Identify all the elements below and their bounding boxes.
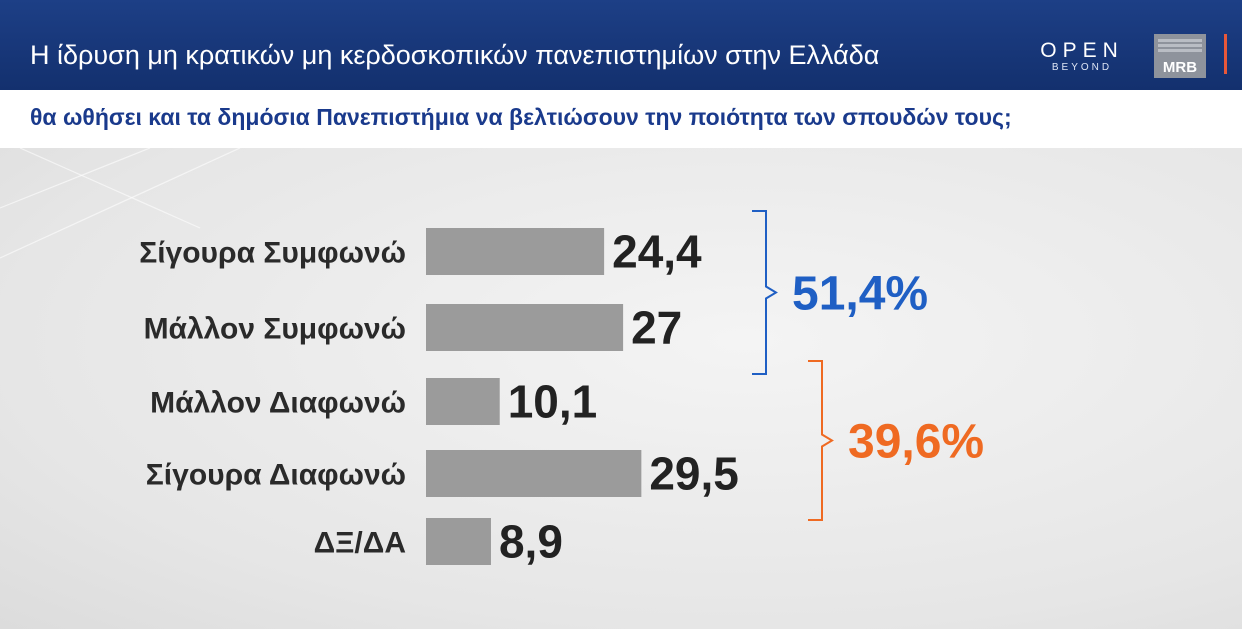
page-title: Η ίδρυση μη κρατικών μη κερδοσκοπικών πα… bbox=[30, 40, 880, 70]
bar bbox=[426, 450, 642, 497]
category-label: Σίγουρα Διαφωνώ bbox=[146, 459, 406, 492]
bar-chart: Σίγουρα Συμφωνώ 24,4 Μάλλον Συμφωνώ 27 Μάλλο… bbox=[0, 148, 984, 568]
bar bbox=[426, 378, 500, 425]
group-total-label: 39,6% bbox=[848, 416, 984, 469]
bar-value-label: 27 bbox=[631, 302, 682, 354]
group-bracket bbox=[808, 360, 834, 521]
accent-divider bbox=[1224, 34, 1227, 74]
bar-value-label: 24,4 bbox=[612, 226, 702, 278]
question-bar: θα ωθήσει και τα δημόσια Πανεπιστήμια να… bbox=[0, 90, 1242, 148]
category-label: Σίγουρα Συμφωνώ bbox=[139, 237, 406, 270]
group-total-label: 51,4% bbox=[792, 268, 928, 321]
background-decor bbox=[0, 148, 241, 259]
category-label: ΔΞ/ΔΑ bbox=[314, 527, 406, 560]
open-beyond-logo: OPEN BEYOND bbox=[1034, 40, 1130, 80]
bar-value-label: 29,5 bbox=[649, 448, 739, 500]
decor-line bbox=[19, 148, 201, 229]
bar-value-label: 8,9 bbox=[499, 516, 563, 568]
bar bbox=[426, 304, 624, 351]
mrb-logo-text: MRB bbox=[1162, 59, 1198, 76]
bar bbox=[426, 518, 491, 565]
category-label: Μάλλον Διαφωνώ bbox=[150, 387, 406, 420]
open-logo-text: OPEN bbox=[1040, 39, 1124, 62]
decor-line bbox=[0, 148, 241, 259]
bar-value-label: 10,1 bbox=[508, 376, 598, 428]
decor-line bbox=[0, 148, 151, 209]
beyond-logo-text: BEYOND bbox=[1051, 62, 1113, 73]
header-bar: Η ίδρυση μη κρατικών μη κερδοσκοπικών πα… bbox=[0, 0, 1242, 90]
group-bracket bbox=[752, 210, 778, 375]
bar bbox=[426, 228, 605, 275]
mrb-logo: MRB bbox=[1154, 34, 1206, 78]
survey-question: θα ωθήσει και τα δημόσια Πανεπιστήμια να… bbox=[30, 104, 1012, 130]
category-label: Μάλλον Συμφωνώ bbox=[144, 313, 406, 346]
chart-area: Σίγουρα Συμφωνώ 24,4 Μάλλον Συμφωνώ 27 Μάλλο… bbox=[0, 148, 1242, 629]
